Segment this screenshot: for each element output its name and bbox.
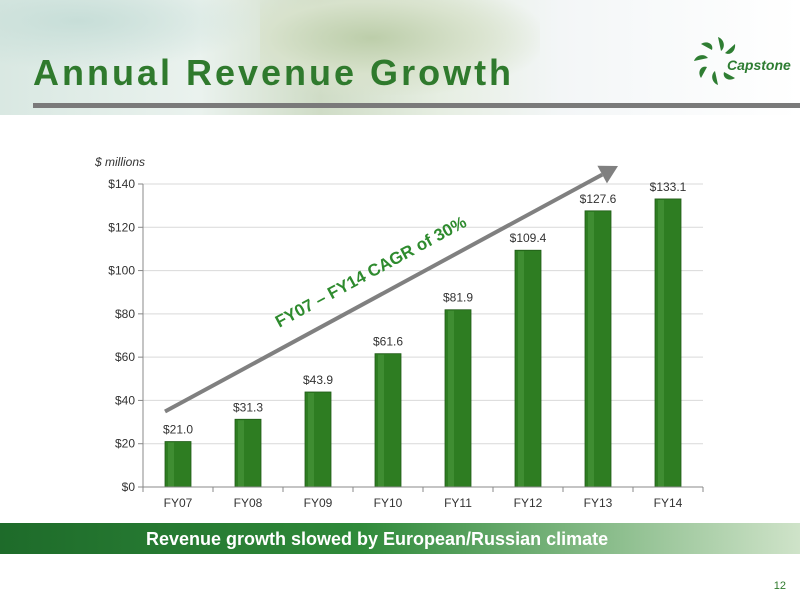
x-tick-label: FY10 <box>374 496 403 510</box>
y-tick-label: $40 <box>115 393 135 407</box>
y-tick-label: $140 <box>108 177 135 191</box>
x-tick-label: FY08 <box>234 496 263 510</box>
data-label: $21.0 <box>163 423 193 437</box>
bars: $21.0 $31.3 $43.9 $61.6 $81.9 $109.4 $127.6 $13… <box>163 180 687 488</box>
x-tick-label: FY12 <box>514 496 543 510</box>
bar-highlight <box>518 251 524 487</box>
bar-highlight <box>588 211 594 487</box>
bar-highlight <box>658 199 664 487</box>
x-tick-label: FY09 <box>304 496 333 510</box>
bar-highlight <box>238 420 244 487</box>
revenue-bar-chart: $ millions $0 $20 $40 $60 $80 $100 $120 $140 $2… <box>94 155 704 510</box>
footer-message: Revenue growth slowed by European/Russia… <box>146 529 609 549</box>
data-label: $127.6 <box>580 192 617 206</box>
data-label: $109.4 <box>510 231 547 245</box>
y-axis: $0 $20 $40 $60 $80 $100 $120 $140 <box>108 177 144 494</box>
x-tick-label: FY13 <box>584 496 613 510</box>
data-label: $133.1 <box>650 180 687 194</box>
data-label: $31.3 <box>233 400 263 414</box>
x-tick-label: FY14 <box>654 496 683 510</box>
gridlines <box>143 183 703 488</box>
arrow-head <box>597 165 618 184</box>
y-tick-label: $60 <box>115 350 135 364</box>
y-tick-label: $80 <box>115 307 135 321</box>
y-tick-label: $100 <box>108 264 135 278</box>
y-tick-label: $0 <box>122 480 136 494</box>
header-banner <box>0 0 800 115</box>
x-tick-label: FY11 <box>444 496 472 510</box>
logo-text: Capstone <box>727 57 791 73</box>
arrow-shaft <box>164 172 604 414</box>
bar-highlight <box>308 392 314 487</box>
bar-highlight <box>168 442 174 487</box>
y-tick-label: $120 <box>108 220 135 234</box>
bar-highlight <box>448 310 454 487</box>
capstone-logo-icon <box>694 37 736 85</box>
bar-highlight <box>378 354 384 487</box>
data-label: $43.9 <box>303 373 333 387</box>
title-rule <box>33 103 800 108</box>
data-label: $81.9 <box>443 291 473 305</box>
y-tick-label: $20 <box>115 437 135 451</box>
unit-label: $ millions <box>94 155 145 169</box>
page-number: 12 <box>773 580 786 592</box>
footer-band <box>0 523 800 554</box>
x-tick-label: FY07 <box>164 496 193 510</box>
slide-title: Annual Revenue Growth <box>33 52 515 93</box>
data-label: $61.6 <box>373 335 403 349</box>
growth-arrow <box>164 165 618 414</box>
x-axis: FY07 FY08 FY09 FY10 FY11 FY12 FY13 FY14 <box>142 486 704 510</box>
